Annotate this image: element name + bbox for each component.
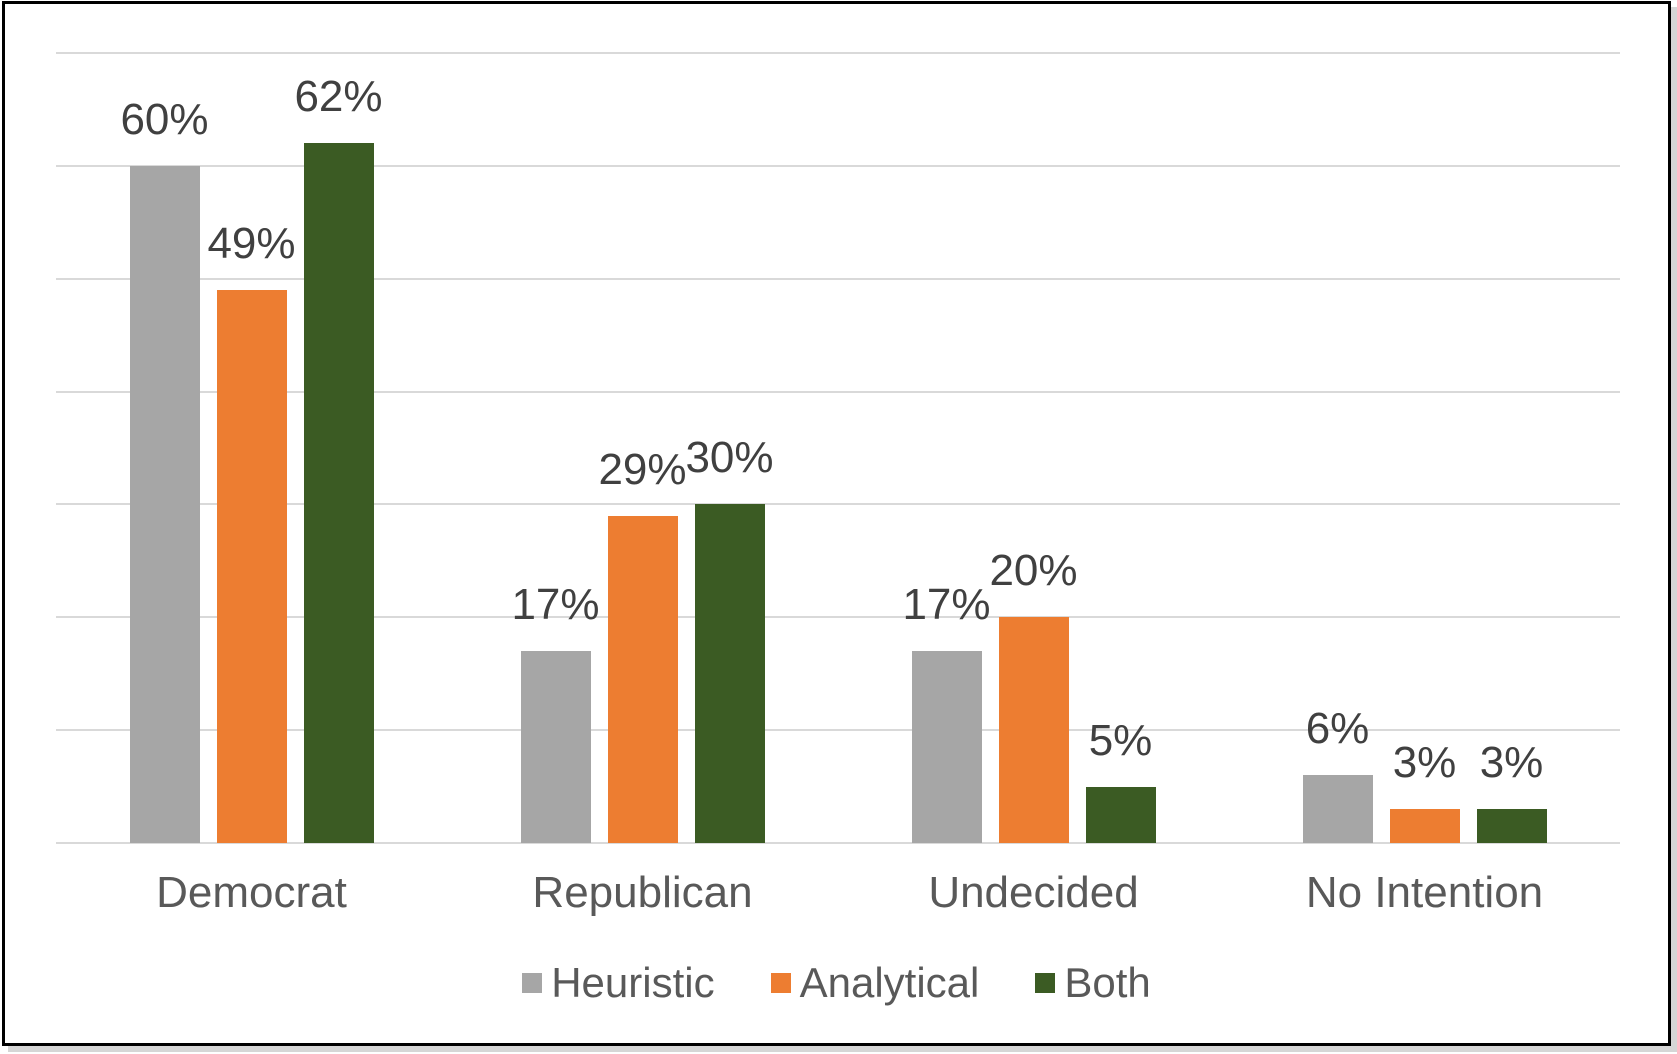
value-label-both-undecided: 5% xyxy=(1088,715,1153,765)
x-axis-label-no-intention: No Intention xyxy=(1305,868,1544,917)
bar-heuristic-undecided xyxy=(911,651,982,843)
legend: Heuristic Analytical Both xyxy=(5,960,1668,1006)
value-label-heuristic-democrat: 60% xyxy=(120,94,209,144)
value-label-heuristic-republican: 17% xyxy=(511,580,600,630)
legend-label-both: Both xyxy=(1064,959,1151,1006)
value-label-both-no-intention: 3% xyxy=(1479,738,1544,788)
gridline-60% xyxy=(56,164,1620,167)
bar-both-republican xyxy=(694,504,765,843)
gridline-20% xyxy=(56,616,1620,619)
bar-analytical-republican xyxy=(607,515,678,843)
bar-heuristic-no-intention xyxy=(1302,775,1373,843)
legend-label-analytical: Analytical xyxy=(799,959,980,1006)
legend-swatch-heuristic xyxy=(522,973,543,993)
legend-label-heuristic: Heuristic xyxy=(551,959,715,1006)
gridline-70% xyxy=(56,52,1620,54)
gridline-50% xyxy=(56,277,1620,280)
legend-item-both: Both xyxy=(1035,959,1151,1006)
x-axis-label-undecided: Undecided xyxy=(928,868,1139,917)
value-label-heuristic-undecided: 17% xyxy=(902,580,991,630)
x-axis-label-republican: Republican xyxy=(532,868,753,917)
value-label-analytical-undecided: 20% xyxy=(989,546,1078,596)
legend-swatch-analytical xyxy=(770,973,791,993)
bar-heuristic-republican xyxy=(520,651,591,843)
gridline-30% xyxy=(56,503,1620,506)
value-label-analytical-democrat: 49% xyxy=(207,219,296,268)
value-label-analytical-republican: 29% xyxy=(598,444,687,494)
legend-swatch-both xyxy=(1035,973,1056,993)
bar-analytical-no-intention xyxy=(1389,809,1460,843)
value-label-both-democrat: 62% xyxy=(294,72,383,122)
value-label-heuristic-no-intention: 6% xyxy=(1305,704,1370,754)
bar-both-no-intention xyxy=(1476,809,1547,843)
value-label-analytical-no-intention: 3% xyxy=(1392,738,1457,788)
gridline-0% xyxy=(56,842,1620,844)
bar-analytical-democrat xyxy=(216,290,287,843)
gridline-10% xyxy=(56,729,1620,732)
legend-item-analytical: Analytical xyxy=(770,959,980,1006)
bar-both-undecided xyxy=(1085,786,1156,843)
x-axis-label-democrat: Democrat xyxy=(156,868,347,917)
bar-both-democrat xyxy=(303,143,374,843)
value-label-both-republican: 30% xyxy=(685,433,774,483)
gridline-40% xyxy=(56,390,1620,393)
plot-area: 60% 49% 62% 17% 29% 30% 17% 20% 5% 6% 3% 3% xyxy=(5,4,1668,1043)
bar-analytical-undecided xyxy=(998,617,1069,843)
bar-heuristic-democrat xyxy=(129,165,200,843)
legend-item-heuristic: Heuristic xyxy=(522,959,715,1006)
